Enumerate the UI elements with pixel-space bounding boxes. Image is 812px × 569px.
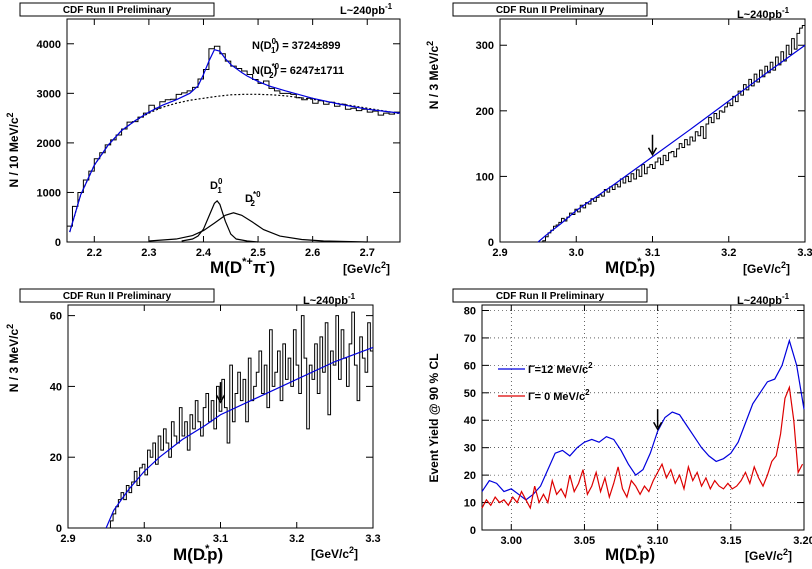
x-axis-unit: [GeV/c2] <box>311 545 358 561</box>
y-axis-label: N / 3 MeV/c2 <box>425 41 441 109</box>
y-axis-label: N / 10 MeV/c2 <box>5 112 21 187</box>
header-text: CDF Run II Preliminary <box>496 291 605 302</box>
x-axis-unit: [GeV/c2] <box>745 547 792 563</box>
header-text: CDF Run II Preliminary <box>63 5 172 16</box>
y-tick-label: 40 <box>50 381 62 393</box>
x-tick-label: 3.0 <box>569 247 584 259</box>
y-tick-label: 60 <box>464 360 476 372</box>
x-tick-label: 3.1 <box>645 247 660 259</box>
x-axis-label: M(D*+π-) <box>210 256 275 277</box>
y-tick-label: 50 <box>464 388 476 400</box>
arrow-head <box>652 421 663 431</box>
y-tick-label: 100 <box>476 171 494 183</box>
histogram-steps <box>67 45 400 227</box>
legend-label-gamma0: Γ= 0 MeV/c2 <box>528 388 590 403</box>
plot-frame <box>499 18 806 243</box>
x-axis-label: M(D* -p) <box>173 543 223 565</box>
y-tick-label: 2000 <box>37 138 61 150</box>
x-axis-unit: [GeV/c2] <box>743 260 790 276</box>
luminosity-label: L~240pb-1 <box>303 292 356 307</box>
y-tick-label: 0 <box>470 525 476 537</box>
fit-curve <box>105 346 374 529</box>
panel-top-left: CDF Run II Preliminary L~240pb-1 2.2 2.3 2… <box>5 2 401 277</box>
y-tick-label: 0 <box>488 237 494 249</box>
x-tick-label: 3.10 <box>647 535 668 547</box>
legend-label-gamma12: Γ=12 MeV/c2 <box>528 361 593 376</box>
x-tick-label: 3.1 <box>213 533 228 545</box>
annotation-d1-yield: N(D0 1) = 3724±899 <box>252 37 341 55</box>
arrow-head <box>647 147 658 157</box>
luminosity-label: L~240pb-1 <box>737 6 790 21</box>
panel-top-right: CDF Run II Preliminary L~240pb-1 2.9 3.0 3… <box>425 2 812 278</box>
histogram-steps <box>68 311 373 529</box>
y-tick-label: 80 <box>464 305 476 317</box>
fit-curve <box>69 49 401 233</box>
y-tick-label: 200 <box>476 106 494 118</box>
y-tick-label: 60 <box>50 311 62 323</box>
x-tick-label: 3.00 <box>501 535 522 547</box>
x-tick-label: 2.6 <box>305 247 320 259</box>
y-axis-label: Event Yield @ 90 % CL <box>427 353 441 482</box>
signal-curve-d2 <box>148 212 368 243</box>
y-tick-label: 20 <box>50 452 62 464</box>
y-tick-label: 40 <box>464 415 476 427</box>
arrow-head <box>215 394 226 404</box>
y-tick-label: 0 <box>55 237 61 249</box>
luminosity-label: L~240pb-1 <box>737 292 790 307</box>
x-tick-label: 2.3 <box>141 247 156 259</box>
x-tick-label: 3.15 <box>720 535 741 547</box>
x-tick-label: 3.2 <box>721 247 736 259</box>
annotation-d2-yield: N(D*0 2) = 6247±1711 <box>252 62 344 80</box>
y-tick-label: 10 <box>464 498 476 510</box>
x-tick-label: 2.9 <box>60 533 75 545</box>
x-tick-label: 3.0 <box>137 533 152 545</box>
x-axis-label: M(D* -p) <box>605 543 655 565</box>
histogram-steps <box>500 25 805 243</box>
x-axis-unit: [GeV/c2] <box>343 260 390 276</box>
x-tick-label: 3.3 <box>797 247 812 259</box>
y-axis-label: N / 3 MeV/c2 <box>5 324 21 392</box>
peak-label-d1: D0 1 <box>210 177 223 195</box>
y-tick-label: 300 <box>476 40 494 52</box>
header-box <box>19 2 215 17</box>
series-line-1 <box>481 384 804 510</box>
y-tick-label: 3000 <box>37 88 61 100</box>
x-tick-label: 3.3 <box>365 533 380 545</box>
fit-curve <box>537 44 806 243</box>
y-tick-label: 4000 <box>37 39 61 51</box>
peak-label-d2: D*0 2 <box>245 190 261 208</box>
x-tick-label: 2.9 <box>492 247 507 259</box>
x-tick-label: 2.7 <box>360 247 375 259</box>
x-tick-label: 2.2 <box>87 247 102 259</box>
panel-bottom-left: CDF Run II Preliminary L~240pb-1 2.9 3.0 3… <box>5 288 381 565</box>
y-tick-label: 0 <box>56 523 62 535</box>
header-box <box>452 288 648 303</box>
header-text: CDF Run II Preliminary <box>63 291 172 302</box>
x-tick-label: 2.5 <box>250 247 265 259</box>
x-tick-label: 2.4 <box>196 247 212 259</box>
y-tick-label: 70 <box>464 333 476 345</box>
panel-bottom-right: CDF Run II Preliminary L~240pb-1 3.00 3.0… <box>427 288 812 565</box>
y-tick-label: 1000 <box>37 187 61 199</box>
background-curve <box>69 93 401 233</box>
header-text: CDF Run II Preliminary <box>496 5 605 16</box>
plot-frame <box>67 304 374 529</box>
header-box <box>19 288 215 303</box>
x-axis-label: M(D* -p) <box>605 256 655 278</box>
x-tick-label: 3.05 <box>574 535 595 547</box>
plot-frame <box>66 18 401 243</box>
x-tick-label: 3.2 <box>289 533 304 545</box>
luminosity-label: L~240pb-1 <box>340 2 393 17</box>
signal-curve-d1 <box>181 199 259 243</box>
y-tick-label: 30 <box>464 443 476 455</box>
x-tick-label: 3.20 <box>793 535 812 547</box>
header-box <box>452 2 648 17</box>
y-tick-label: 20 <box>464 470 476 482</box>
